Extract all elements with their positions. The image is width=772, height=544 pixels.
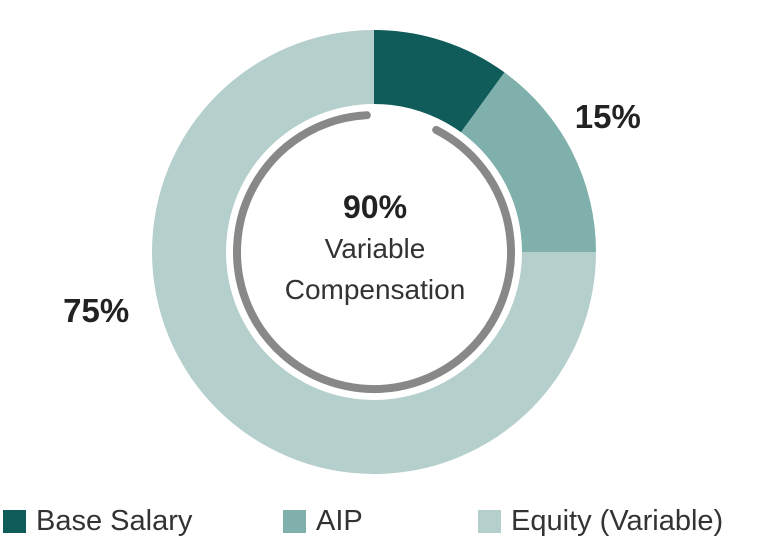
donut-chart: 10% 15% 75% 90% Variable Compensation [63, 0, 641, 474]
legend-label-aip: AIP [316, 504, 363, 537]
slice-aip [460, 72, 596, 252]
slice-equity-variable [152, 30, 596, 474]
legend-label-base-salary: Base Salary [36, 504, 193, 537]
legend-swatch-equity [478, 509, 501, 533]
legend-item-equity: Equity (Variable) [478, 501, 723, 541]
center-value: 90% [343, 189, 407, 225]
legend-label-equity: Equity (Variable) [511, 504, 724, 537]
legend-swatch-aip [283, 509, 306, 533]
variable-ring-arc [233, 111, 515, 393]
legend-item-aip: AIP [283, 501, 363, 541]
data-label-base-salary: 10% [437, 0, 503, 5]
donut-slices [152, 30, 596, 474]
slice-base-salary [374, 30, 505, 133]
center-label-line2: Compensation [285, 274, 466, 305]
data-label-aip: 15% [575, 98, 641, 135]
variable-compensation-ring [233, 111, 515, 393]
data-label-equity-variable: 75% [63, 292, 129, 329]
slice-labels: 10% 15% 75% [63, 0, 641, 329]
legend-item-base-salary: Base Salary [3, 501, 192, 541]
legend-swatch-base-salary [3, 509, 26, 533]
legend: Base Salary AIP Equity (Variable) [0, 501, 772, 541]
center-label-line1: Variable [325, 233, 426, 264]
